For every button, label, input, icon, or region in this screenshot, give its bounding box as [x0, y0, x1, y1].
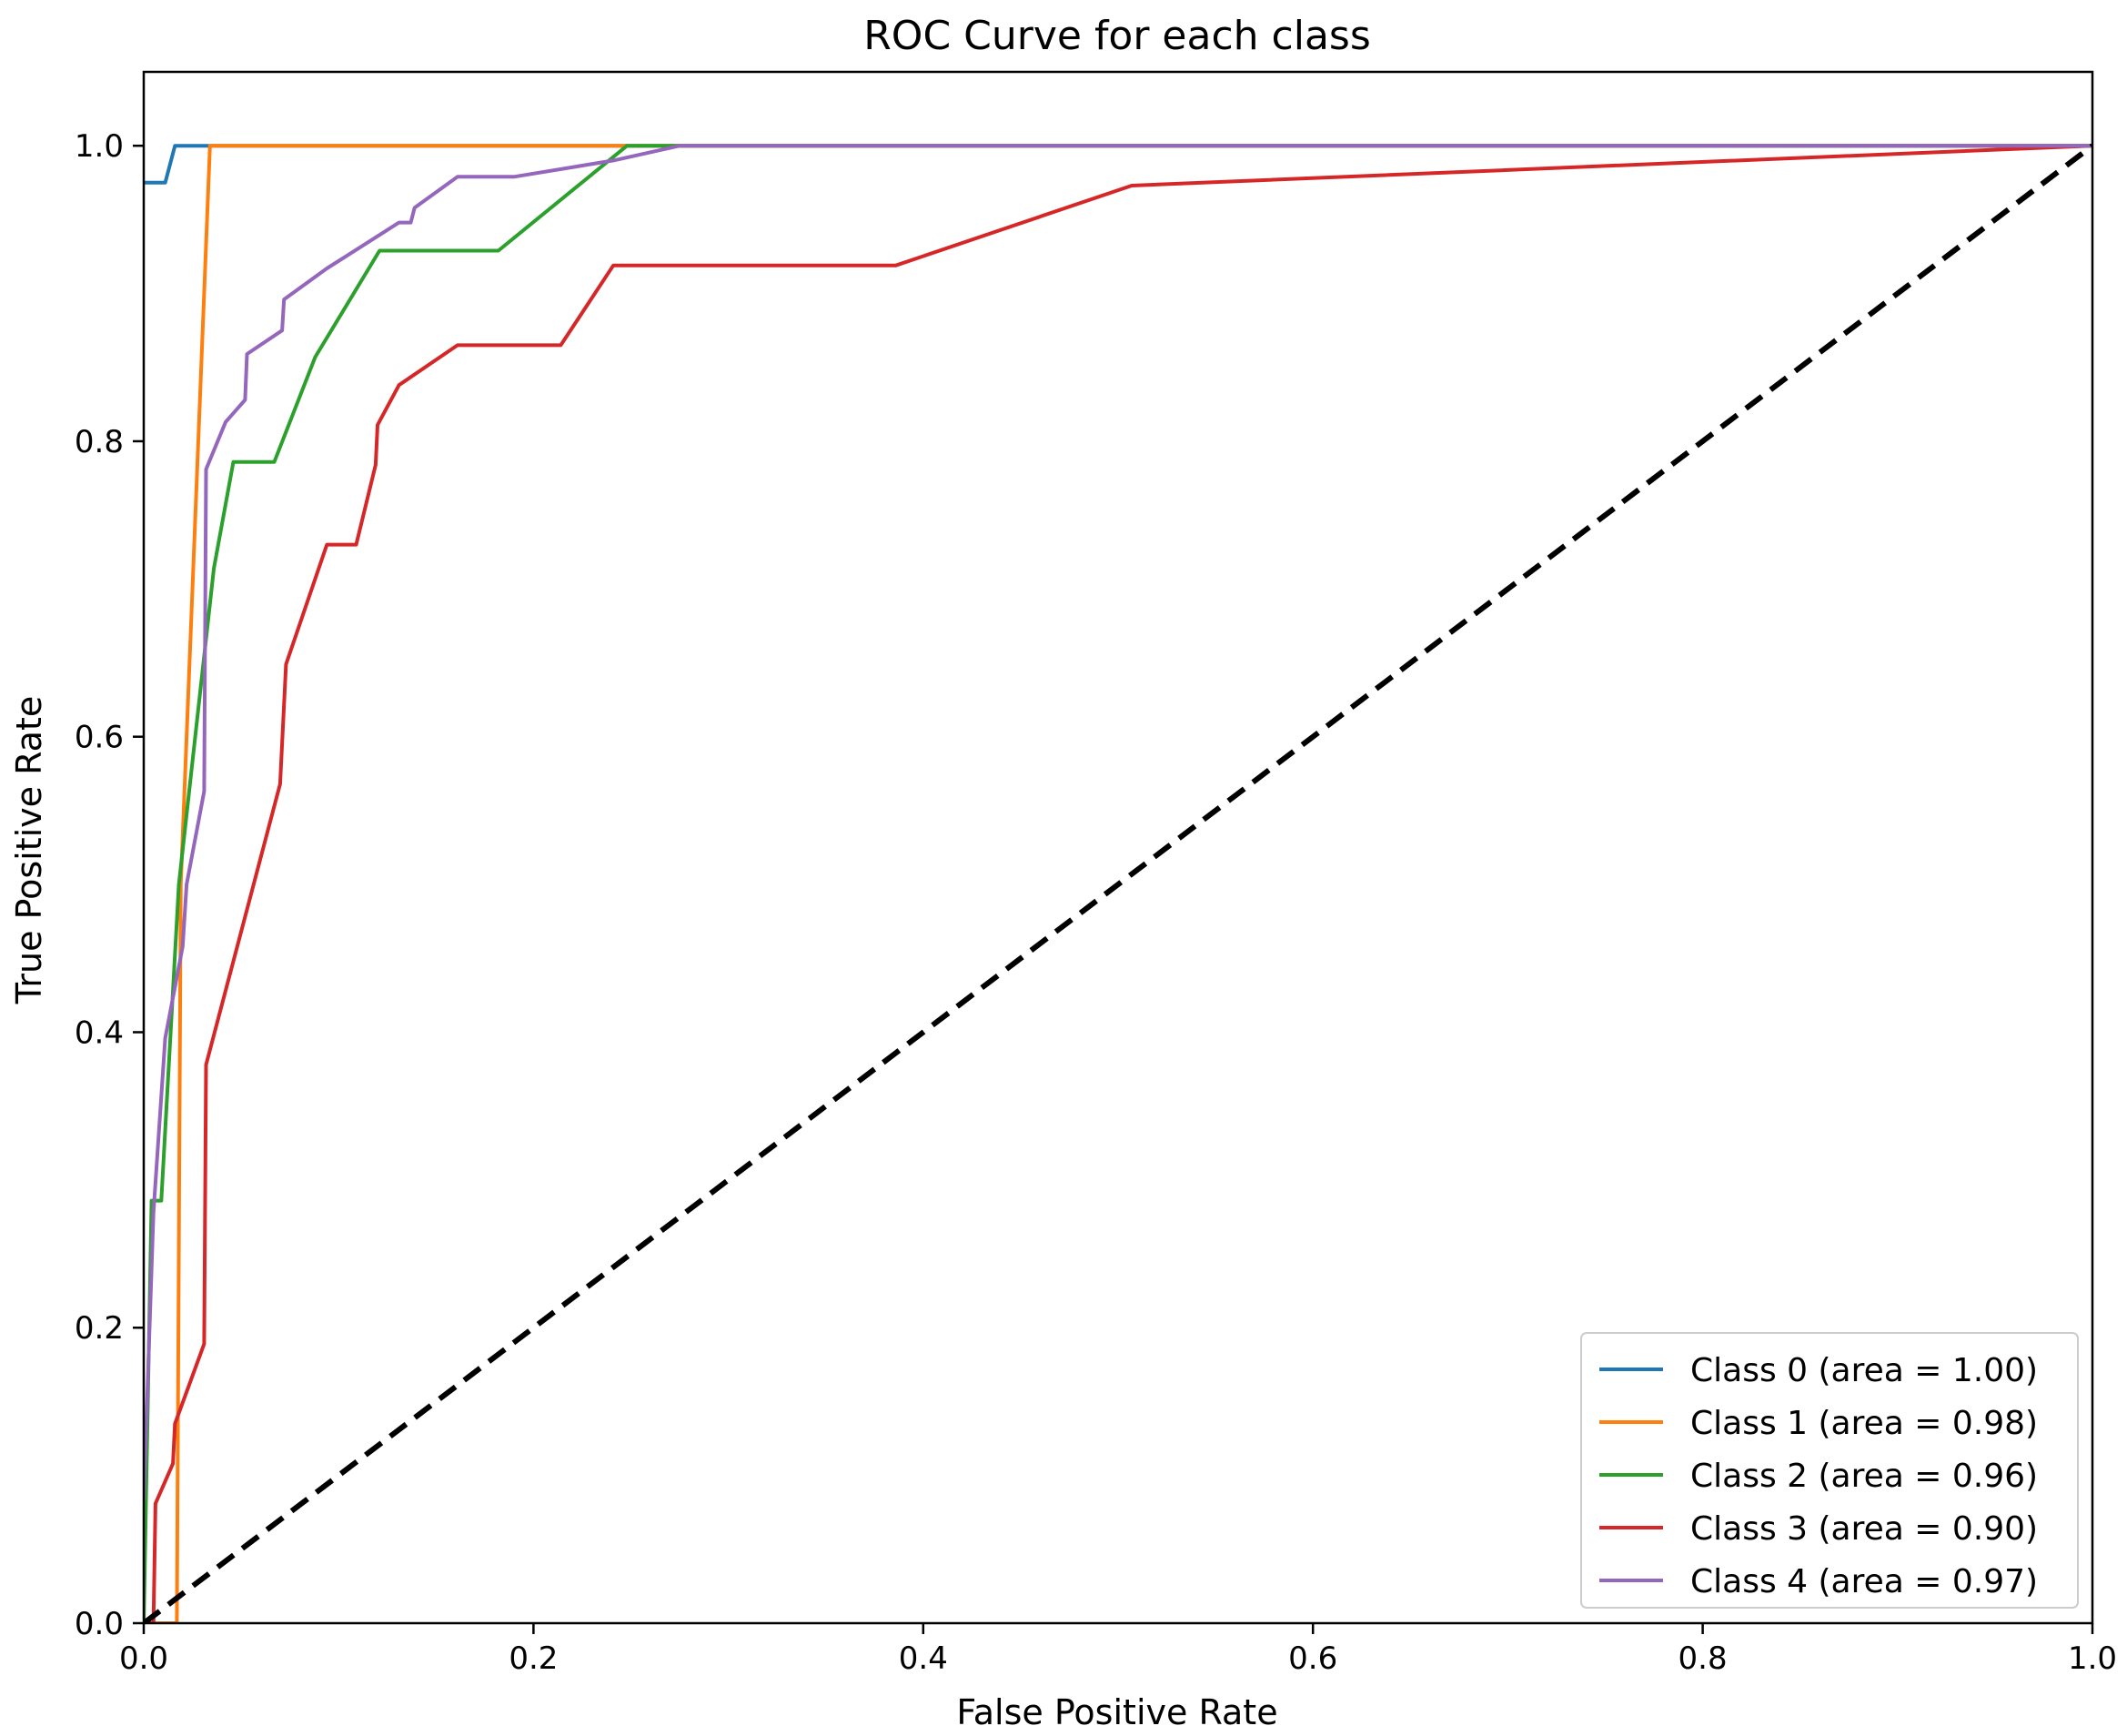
legend-box — [1580, 1332, 2079, 1609]
series-lines — [144, 143, 2092, 1623]
legend-label-class-2: Class 2 (area = 0.96) — [1690, 1458, 2038, 1495]
series-line-class-3 — [144, 144, 2092, 1623]
plot-area: 0.0 0.2 0.4 0.6 0.8 1.0 0.0 0.2 0.4 0.6 0.8 1.0 Clas… — [75, 70, 2117, 1677]
y-tick-label: 0.6 — [75, 720, 124, 756]
legend-item: Class 2 (area = 0.96) — [1599, 1458, 2038, 1495]
legend-item: Class 1 (area = 0.98) — [1599, 1405, 2038, 1442]
y-tick-label: 0.8 — [75, 424, 124, 460]
y-tick-label: 0.0 — [75, 1606, 124, 1642]
y-tick-label: 1.0 — [75, 128, 124, 165]
legend: Class 0 (area = 1.00) Class 1 (area = 0.9… — [1580, 1332, 2079, 1609]
x-tick-label: 0.6 — [1288, 1640, 1337, 1677]
y-axis-label: True Positive Rate — [9, 696, 49, 1005]
legend-label-class-1: Class 1 (area = 0.98) — [1690, 1405, 2038, 1442]
x-tick-label: 0.0 — [119, 1640, 168, 1677]
reference-diagonal-line — [144, 143, 2092, 1623]
x-tick-label: 0.8 — [1678, 1640, 1728, 1677]
plot-frame — [142, 70, 2094, 1625]
x-tick-label: 1.0 — [2068, 1640, 2117, 1677]
legend-item: Class 4 (area = 0.97) — [1599, 1563, 2038, 1600]
series-line-class-4 — [144, 144, 2092, 1501]
series-line-class-2 — [144, 144, 2092, 1623]
legend-label-class-4: Class 4 (area = 0.97) — [1690, 1563, 2038, 1600]
chart-title: ROC Curve for each class — [863, 13, 1371, 59]
legend-item: Class 0 (area = 1.00) — [1599, 1352, 2038, 1389]
series-line-class-0 — [144, 144, 2092, 185]
legend-label-class-3: Class 3 (area = 0.90) — [1690, 1510, 2038, 1548]
y-tick-label: 0.4 — [75, 1014, 124, 1051]
y-tick-label: 0.2 — [75, 1310, 124, 1347]
x-tick-label: 0.4 — [899, 1640, 948, 1677]
legend-label-class-0: Class 0 (area = 1.00) — [1690, 1352, 2038, 1389]
x-axis-label: False Positive Rate — [956, 1692, 1277, 1732]
legend-item: Class 3 (area = 0.90) — [1599, 1510, 2038, 1548]
x-tick-label: 0.2 — [509, 1640, 558, 1677]
